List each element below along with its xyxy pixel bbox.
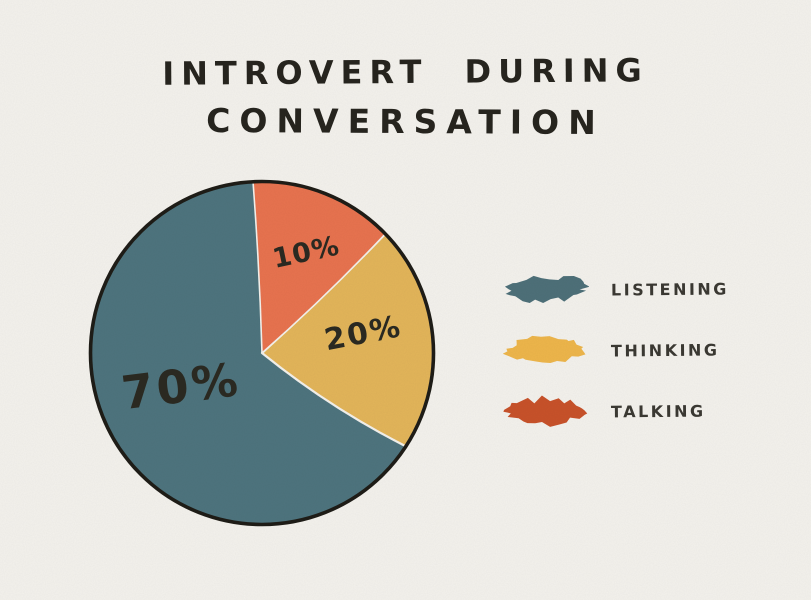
chart-title-line-2: CONVERSATION — [206, 100, 605, 143]
legend-swatch-listening — [504, 275, 589, 303]
legend-label-talking: TALKING — [610, 401, 706, 421]
legend-swatch-blob — [503, 335, 586, 363]
pie-chart: 70% 20% 10% — [75, 166, 449, 540]
legend-swatch-thinking — [503, 335, 586, 363]
chart-title-line-1: INTROVERT DURING — [162, 51, 649, 93]
legend-swatch-blob — [504, 275, 589, 303]
legend-swatch-talking — [503, 395, 588, 427]
legend-swatch-blob — [503, 395, 588, 427]
legend-label-thinking: THINKING — [610, 340, 720, 360]
chart-title: INTROVERT DURING CONVERSATION — [0, 51, 811, 143]
legend-item-listening: LISTENING — [503, 272, 729, 306]
legend-item-talking: TALKING — [503, 394, 729, 428]
legend-label-listening: LISTENING — [610, 278, 729, 300]
legend: LISTENING THINKING TALKING — [503, 262, 729, 428]
legend-item-thinking: THINKING — [503, 333, 729, 367]
pie-chart-svg: 70%20%10% — [88, 179, 436, 527]
